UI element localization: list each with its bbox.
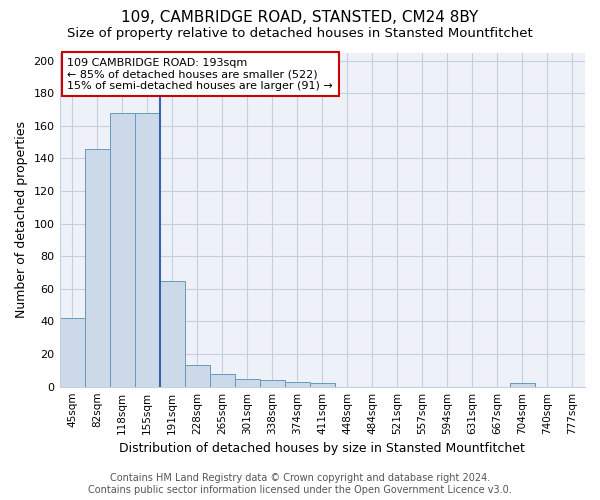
Text: 109, CAMBRIDGE ROAD, STANSTED, CM24 8BY: 109, CAMBRIDGE ROAD, STANSTED, CM24 8BY — [121, 10, 479, 25]
Bar — [285, 382, 310, 386]
Bar — [160, 280, 185, 386]
Text: 109 CAMBRIDGE ROAD: 193sqm
← 85% of detached houses are smaller (522)
15% of sem: 109 CAMBRIDGE ROAD: 193sqm ← 85% of deta… — [67, 58, 333, 90]
Text: Contains HM Land Registry data © Crown copyright and database right 2024.
Contai: Contains HM Land Registry data © Crown c… — [88, 474, 512, 495]
Bar — [85, 148, 110, 386]
Bar — [110, 113, 134, 386]
Bar — [260, 380, 285, 386]
Bar — [510, 384, 535, 386]
Bar — [59, 318, 85, 386]
Bar — [134, 113, 160, 386]
Bar — [209, 374, 235, 386]
Bar — [310, 384, 335, 386]
Bar — [235, 378, 260, 386]
Text: Size of property relative to detached houses in Stansted Mountfitchet: Size of property relative to detached ho… — [67, 28, 533, 40]
Bar — [185, 366, 209, 386]
X-axis label: Distribution of detached houses by size in Stansted Mountfitchet: Distribution of detached houses by size … — [119, 442, 525, 455]
Y-axis label: Number of detached properties: Number of detached properties — [15, 121, 28, 318]
